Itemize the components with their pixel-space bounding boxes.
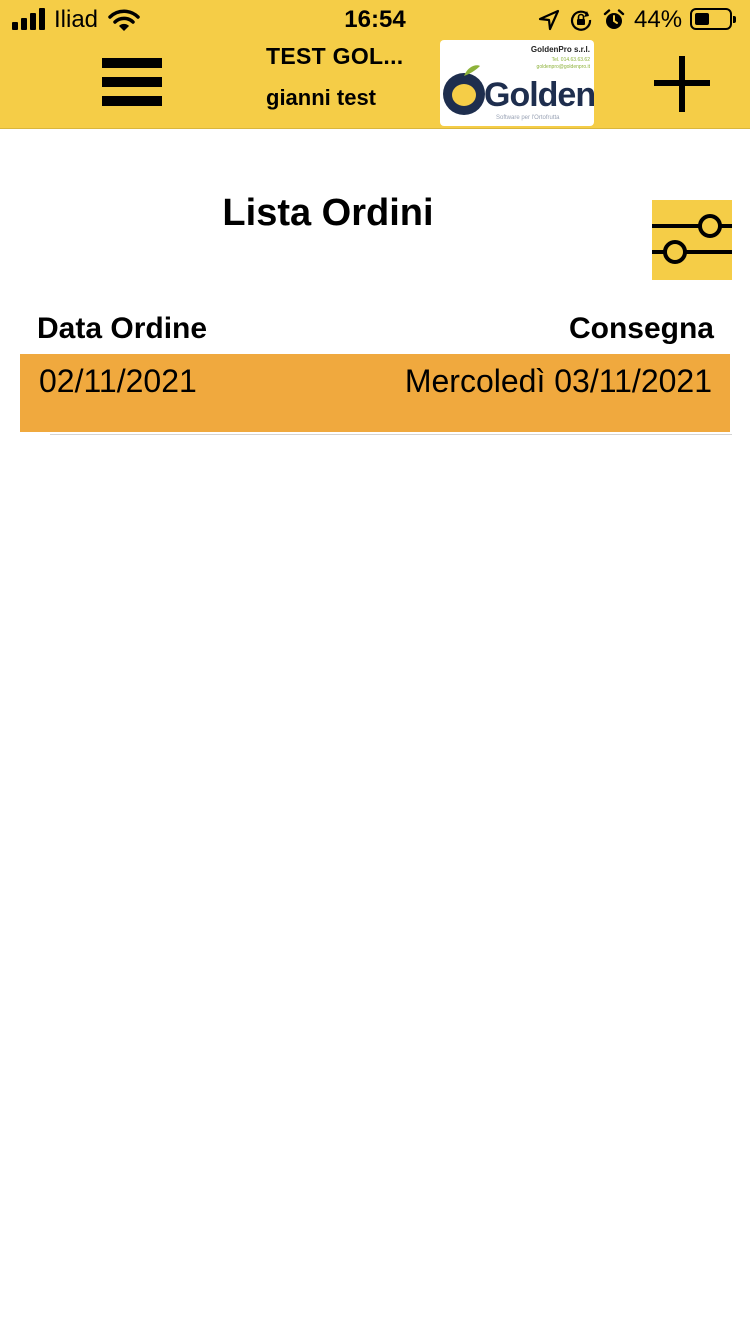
add-order-button[interactable] xyxy=(654,56,710,112)
column-header-delivery: Consegna xyxy=(568,312,714,345)
logo-wordmark: Golden xyxy=(484,76,594,114)
filter-button[interactable] xyxy=(652,200,732,280)
battery-percent: 44% xyxy=(634,6,683,33)
battery-fill xyxy=(695,13,709,25)
status-time: 16:54 xyxy=(344,6,406,33)
status-bar: Iliad 16:54 44% xyxy=(0,0,750,40)
wifi-icon xyxy=(108,9,140,31)
golden-logo: GoldenPro s.r.l. Tel. 014.63.63.62 golde… xyxy=(440,40,594,126)
logo-email: goldenpro@goldenpro.it xyxy=(536,64,590,70)
header-title-block: TEST GOL... gianni test xyxy=(266,42,436,112)
location-arrow-icon xyxy=(538,9,560,31)
row-separator xyxy=(50,434,732,435)
signal-icon xyxy=(12,8,48,30)
filter-sliders-icon xyxy=(652,214,732,264)
column-header-order-date: Data Ordine xyxy=(37,312,208,345)
logo-tagline: Software per l'Ortofrutta xyxy=(496,115,560,121)
rotation-lock-icon xyxy=(570,10,592,31)
app-title: TEST GOL... xyxy=(266,43,404,69)
app-header: Iliad 16:54 44% xyxy=(0,0,750,129)
order-date-cell: 02/11/2021 xyxy=(39,363,197,399)
battery-icon xyxy=(690,8,736,30)
carrier-name: Iliad xyxy=(54,6,99,33)
apple-logo-icon xyxy=(443,65,485,115)
alarm-icon xyxy=(603,9,625,29)
page-title: Lista Ordini xyxy=(222,192,434,234)
logo-company: GoldenPro s.r.l. xyxy=(530,45,590,54)
user-name: gianni test xyxy=(266,85,377,110)
delivery-date-cell: Mercoledì 03/11/2021 xyxy=(404,363,712,399)
logo-tel: Tel. 014.63.63.62 xyxy=(551,57,590,63)
order-row[interactable]: 02/11/2021 Mercoledì 03/11/2021 xyxy=(20,354,730,432)
hamburger-menu-icon[interactable] xyxy=(100,54,164,110)
